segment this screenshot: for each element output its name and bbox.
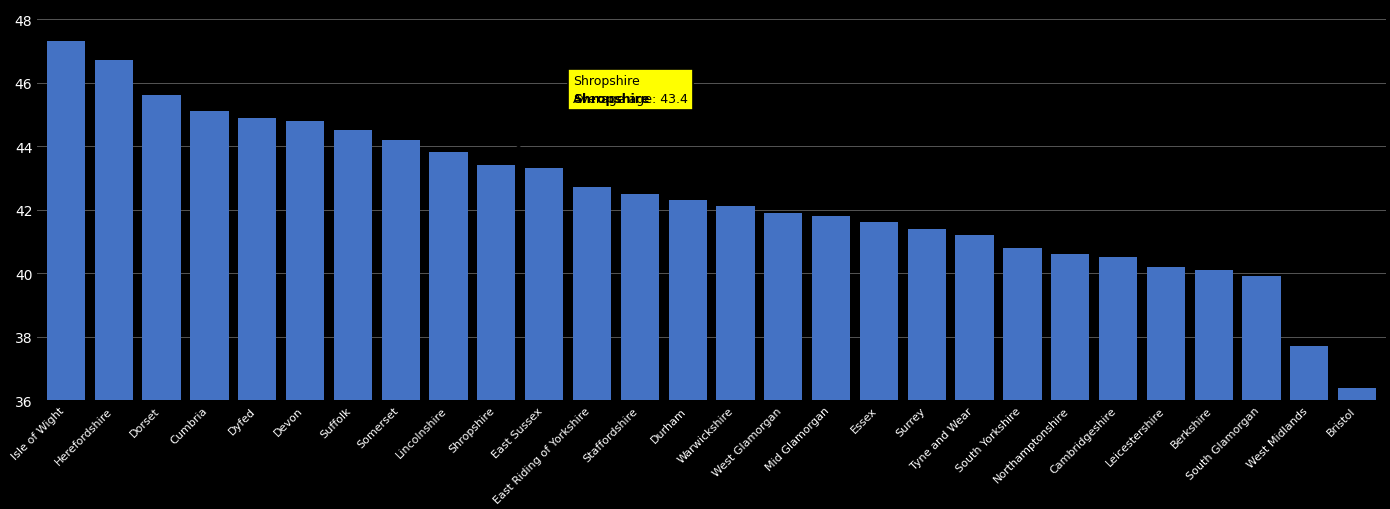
Bar [716,207,755,509]
Bar [860,223,898,509]
Bar [1339,388,1376,509]
Text: Shropshire: Shropshire [573,93,649,106]
Bar [525,169,563,509]
Bar [143,96,181,509]
Bar [1051,254,1090,509]
Bar [1243,277,1280,509]
Bar [334,131,373,509]
Bar [430,153,467,509]
Bar [1099,258,1137,509]
Bar [382,140,420,509]
Bar [812,217,851,509]
Bar [1290,347,1329,509]
Bar [95,61,133,509]
Bar [1147,267,1186,509]
Text: Shropshire
Average age: 43.4: Shropshire Average age: 43.4 [573,75,688,106]
Bar [908,229,945,509]
Bar [477,166,516,509]
Bar [621,194,659,509]
Bar [190,112,228,509]
Bar [669,201,706,509]
Bar [238,118,277,509]
Bar [1194,270,1233,509]
Bar [286,122,324,509]
Bar [765,213,802,509]
Bar [47,42,85,509]
Bar [955,236,994,509]
Bar [573,188,612,509]
Bar [1004,248,1041,509]
